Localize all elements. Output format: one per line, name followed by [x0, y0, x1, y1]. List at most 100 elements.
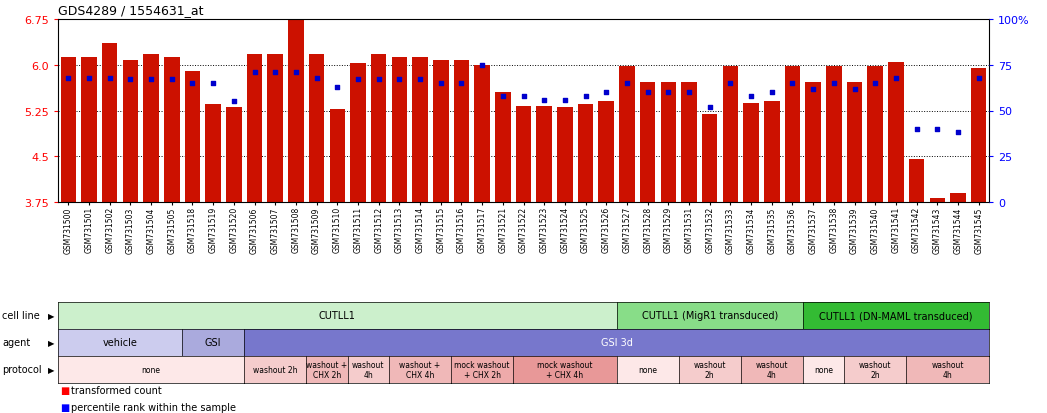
Point [142, 77, 159, 83]
Bar [184, 72, 200, 202]
Point [784, 81, 801, 87]
Text: transformed count: transformed count [71, 385, 162, 395]
Point [184, 81, 201, 87]
Point [763, 90, 780, 96]
Point [453, 81, 470, 87]
Text: washout
4h: washout 4h [932, 360, 964, 379]
Text: none: none [814, 365, 833, 374]
Text: ■: ■ [60, 385, 69, 395]
Text: protocol: protocol [2, 365, 42, 375]
Point [598, 90, 615, 96]
Text: mock washout
+ CHX 2h: mock washout + CHX 2h [454, 360, 510, 379]
Bar [722, 67, 738, 202]
Bar [143, 55, 159, 202]
Point [908, 126, 925, 133]
Point [701, 104, 718, 111]
Point [267, 69, 284, 76]
Bar [288, 20, 304, 202]
Point [329, 84, 346, 91]
Bar [351, 64, 365, 202]
Text: none: none [141, 365, 160, 374]
Text: mock washout
+ CHX 4h: mock washout + CHX 4h [537, 360, 593, 379]
Text: CUTLL1 (DN-MAML transduced): CUTLL1 (DN-MAML transduced) [819, 311, 973, 321]
Bar [536, 107, 552, 202]
Point [473, 62, 490, 69]
Point [60, 75, 76, 82]
Point [742, 93, 759, 100]
Point [494, 93, 511, 100]
Bar [102, 44, 117, 202]
Bar [392, 58, 407, 202]
Point [288, 69, 305, 76]
Point [805, 86, 822, 93]
Bar [453, 62, 469, 202]
Text: ■: ■ [60, 402, 69, 412]
Text: GDS4289 / 1554631_at: GDS4289 / 1554631_at [58, 5, 203, 17]
Point [81, 75, 97, 82]
Bar [247, 55, 263, 202]
Point [929, 126, 945, 133]
Bar [433, 62, 448, 202]
Text: washout 2h: washout 2h [253, 365, 297, 374]
Bar [61, 58, 76, 202]
Point [122, 77, 139, 83]
Point [867, 81, 884, 87]
Text: GSI 3d: GSI 3d [601, 338, 632, 348]
Text: washout +
CHX 2h: washout + CHX 2h [307, 360, 348, 379]
Text: agent: agent [2, 338, 30, 348]
Point [515, 93, 532, 100]
Point [371, 77, 387, 83]
Text: ▶: ▶ [48, 311, 54, 320]
Bar [909, 160, 925, 202]
Bar [743, 103, 759, 202]
Bar [661, 83, 676, 202]
Point [660, 90, 676, 96]
Point [536, 97, 553, 104]
Point [846, 86, 863, 93]
Text: washout +
CHX 4h: washout + CHX 4h [400, 360, 441, 379]
Point [246, 69, 263, 76]
Bar [784, 67, 800, 202]
Bar [826, 67, 842, 202]
Point [971, 75, 987, 82]
Point [619, 81, 636, 87]
Text: CUTLL1: CUTLL1 [319, 311, 356, 321]
Bar [888, 62, 904, 202]
Bar [226, 108, 242, 202]
Text: vehicle: vehicle [103, 338, 137, 348]
Text: none: none [638, 365, 658, 374]
Point [681, 90, 697, 96]
Text: ▶: ▶ [48, 338, 54, 347]
Point [225, 99, 242, 105]
Text: ▶: ▶ [48, 365, 54, 374]
Point [950, 130, 966, 136]
Bar [330, 110, 346, 202]
Bar [805, 83, 821, 202]
Bar [930, 198, 945, 202]
Point [640, 90, 656, 96]
Point [557, 97, 574, 104]
Bar [557, 108, 573, 202]
Bar [309, 55, 325, 202]
Point [722, 81, 739, 87]
Text: washout
4h: washout 4h [352, 360, 384, 379]
Bar [371, 55, 386, 202]
Text: CUTLL1 (MigR1 transduced): CUTLL1 (MigR1 transduced) [642, 311, 778, 321]
Bar [413, 58, 428, 202]
Bar [682, 83, 696, 202]
Bar [516, 107, 531, 202]
Text: cell line: cell line [2, 311, 40, 321]
Bar [495, 93, 511, 202]
Bar [82, 58, 96, 202]
Point [888, 75, 905, 82]
Bar [474, 66, 490, 202]
Text: percentile rank within the sample: percentile rank within the sample [71, 402, 237, 412]
Bar [868, 67, 883, 202]
Point [163, 77, 180, 83]
Text: washout
4h: washout 4h [756, 360, 788, 379]
Point [205, 81, 222, 87]
Bar [640, 83, 655, 202]
Point [391, 77, 407, 83]
Point [102, 75, 118, 82]
Bar [951, 193, 965, 202]
